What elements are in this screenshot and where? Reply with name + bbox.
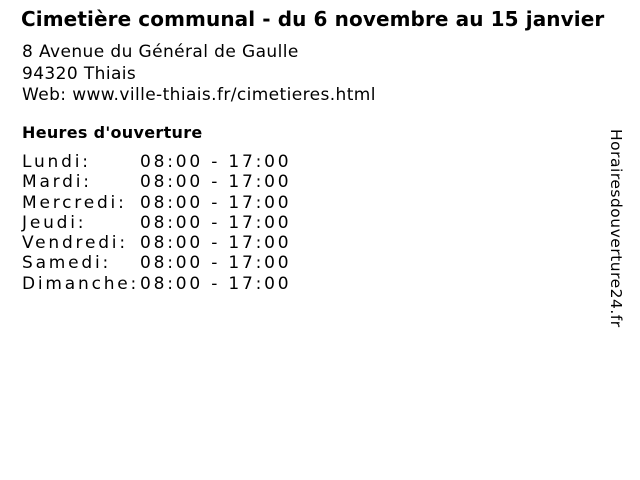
web-url: www.ville-thiais.fr/cimetieres.html bbox=[72, 85, 376, 105]
table-row: Jeudi: 08:00 - 17:00 bbox=[22, 213, 291, 233]
time-value: 08:00 - 17:00 bbox=[140, 273, 292, 294]
time-value: 08:00 - 17:00 bbox=[140, 212, 292, 233]
time-value: 08:00 - 17:00 bbox=[140, 192, 292, 213]
table-row: Mardi: 08:00 - 17:00 bbox=[22, 172, 291, 192]
time-value: 08:00 - 17:00 bbox=[140, 233, 292, 254]
day-label: Mardi: bbox=[22, 172, 92, 193]
table-row: Lundi: 08:00 - 17:00 bbox=[22, 152, 291, 172]
table-row: Mercredi: 08:00 - 17:00 bbox=[22, 193, 291, 213]
address-line-1: 8 Avenue du Général de Gaulle bbox=[22, 42, 299, 62]
table-row: Dimanche: 08:00 - 17:00 bbox=[22, 274, 291, 294]
day-label: Vendredi: bbox=[22, 233, 128, 254]
watermark-vertical-text: Horairesdouverture24.fr bbox=[607, 129, 625, 328]
hours-heading: Heures d'ouverture bbox=[22, 123, 203, 142]
address-block: 8 Avenue du Général de Gaulle 94320 Thia… bbox=[22, 42, 376, 107]
time-value: 08:00 - 17:00 bbox=[140, 253, 292, 274]
day-label: Lundi: bbox=[22, 152, 91, 172]
day-label: Jeudi: bbox=[22, 212, 87, 233]
web-line: Web: www.ville-thiais.fr/cimetieres.html bbox=[22, 85, 376, 107]
table-row: Vendredi: 08:00 - 17:00 bbox=[22, 233, 291, 253]
time-value: 08:00 - 17:00 bbox=[140, 152, 292, 172]
address-line-2: 94320 Thiais bbox=[22, 63, 137, 84]
time-value: 08:00 - 17:00 bbox=[140, 172, 292, 193]
hours-table: Lundi: 08:00 - 17:00 Mardi: 08:00 - 17:0… bbox=[22, 152, 291, 294]
day-label: Mercredi: bbox=[22, 192, 127, 213]
day-label: Dimanche: bbox=[22, 273, 140, 294]
page-title: Cimetière communal - du 6 novembre au 15… bbox=[21, 7, 605, 31]
day-label: Samedi: bbox=[22, 253, 112, 274]
web-label: Web: bbox=[22, 85, 67, 105]
table-row: Samedi: 08:00 - 17:00 bbox=[22, 253, 291, 273]
